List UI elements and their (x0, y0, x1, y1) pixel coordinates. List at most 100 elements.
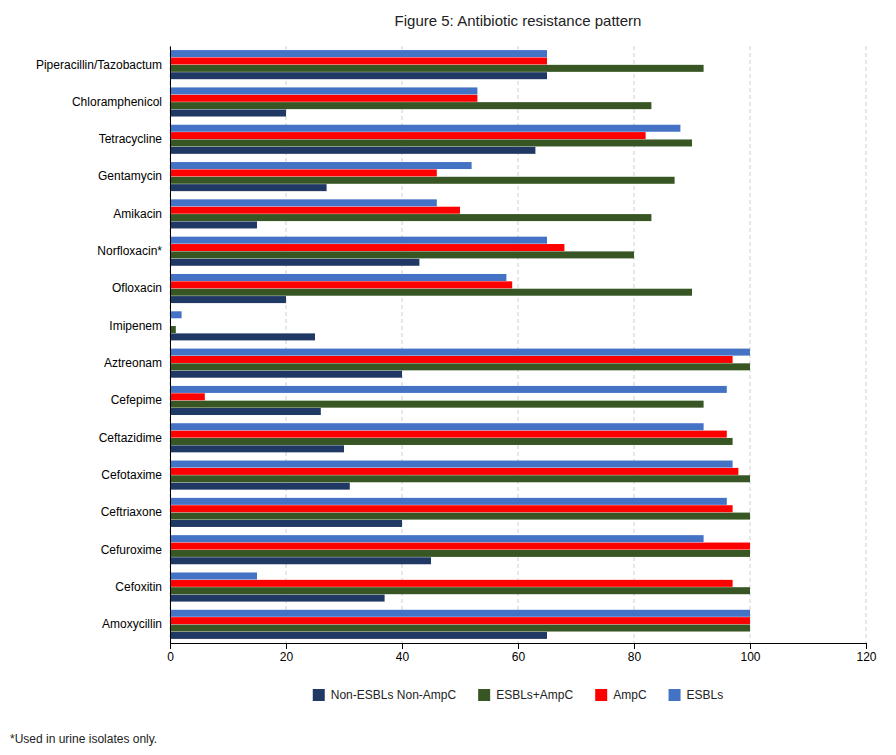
y-tick-label: Cefepime (111, 393, 163, 407)
bar (170, 102, 651, 109)
y-tick-label: Norfloxacin* (97, 244, 162, 258)
y-tick-label: Imipenem (109, 319, 162, 333)
title: Figure 5: Antibiotic resistance pattern (395, 12, 642, 29)
bar (170, 513, 750, 520)
x-tick-mark (518, 643, 519, 649)
bar (170, 311, 182, 318)
bar (170, 386, 727, 393)
x-tick-label: 40 (396, 650, 410, 664)
bar (170, 244, 564, 251)
bar (170, 184, 327, 191)
y-tick: Amoxycillin (102, 617, 170, 631)
x-tick: 80 (628, 643, 642, 664)
bar (170, 274, 506, 281)
legend-label: Non-ESBLs Non-AmpC (331, 688, 457, 702)
bar (170, 617, 750, 624)
y-tick-label: Aztreonam (104, 356, 162, 370)
bar (170, 520, 402, 527)
bar (170, 505, 733, 512)
bar (170, 625, 750, 632)
y-tick: Ofloxacin (112, 281, 170, 295)
bar (170, 535, 704, 542)
bar (170, 50, 547, 57)
bar-series (170, 65, 750, 632)
bar (170, 289, 692, 296)
y-tick-label: Piperacillin/Tazobactum (36, 57, 162, 71)
bar (170, 461, 733, 468)
bar (170, 110, 286, 117)
y-tick-label: Cefuroxime (101, 543, 163, 557)
bar (170, 356, 733, 363)
x-tick-label: 100 (740, 650, 760, 664)
legend: Non-ESBLs Non-AmpCESBLs+AmpCAmpCESBLs (313, 688, 723, 702)
x-tick: 20 (280, 643, 294, 664)
x-tick-mark (634, 643, 635, 649)
y-tick: Tetracycline (99, 132, 170, 146)
y-tick-label: Ofloxacin (112, 281, 162, 295)
y-tick-label: Cefotaxime (101, 468, 162, 482)
bar (170, 65, 704, 72)
y-tick-label: Amoxycillin (102, 617, 162, 631)
y-tick: Cefepime (111, 393, 170, 407)
y-tick: Ceftriaxone (101, 505, 170, 519)
bar (170, 543, 750, 550)
y-tick-label: Chloramphenicol (72, 95, 162, 109)
bar (170, 483, 350, 490)
bar (170, 169, 437, 176)
bar (170, 363, 750, 370)
bar (170, 125, 680, 132)
x-tick-mark (286, 643, 287, 649)
y-tick: Piperacillin/Tazobactum (36, 57, 170, 71)
y-tick-label: Ceftriaxone (101, 505, 163, 519)
x-tick-label: 80 (628, 650, 642, 664)
bar (170, 199, 437, 206)
x-tick-label: 0 (167, 650, 174, 664)
bar (170, 95, 477, 102)
legend-swatch (478, 689, 490, 701)
bar (170, 498, 727, 505)
bar (170, 162, 472, 169)
legend-label: ESBLs (687, 688, 724, 702)
y-tick: Norfloxacin* (97, 244, 170, 258)
y-axis: Piperacillin/Tazobactum Chloramphenicol Te… (36, 47, 171, 644)
bar (170, 393, 205, 400)
bar (170, 281, 512, 288)
y-tick: Chloramphenicol (72, 95, 170, 109)
chart-svg: 020406080100120Piperacillin/TazobactumCh… (0, 0, 896, 755)
x-tick-mark (866, 643, 867, 649)
legend-item: ESBLs (669, 688, 724, 702)
y-tick: Ceftazidime (99, 431, 170, 445)
y-tick-label: Gentamycin (98, 169, 162, 183)
bars (170, 50, 750, 639)
chart-container: 020406080100120Piperacillin/TazobactumCh… (0, 0, 896, 755)
x-axis: 020406080100120 (167, 643, 877, 664)
bar (170, 207, 460, 214)
bar (170, 587, 750, 594)
bar (170, 139, 692, 146)
legend-label: AmpC (613, 688, 647, 702)
grid-line (866, 46, 867, 643)
bar (170, 72, 547, 79)
bar (170, 572, 257, 579)
bar-series (170, 57, 750, 624)
x-tick-mark (750, 643, 751, 649)
grid-line (170, 46, 171, 643)
y-tick: Cefotaxime (101, 468, 170, 482)
bar (170, 475, 750, 482)
y-axis-line (170, 47, 171, 644)
y-tick: Imipenem (109, 319, 170, 333)
bar (170, 237, 547, 244)
bar (170, 349, 750, 356)
bar (170, 296, 286, 303)
grid (170, 46, 866, 643)
x-axis-line (171, 644, 867, 650)
x-tick: 100 (740, 643, 760, 664)
legend-item: AmpC (595, 688, 647, 702)
x-tick-label: 120 (856, 650, 876, 664)
bar (170, 221, 257, 228)
bar (170, 371, 402, 378)
x-tick: 120 (856, 643, 876, 664)
plot: 020406080100120Piperacillin/TazobactumCh… (36, 46, 877, 664)
bar (170, 468, 738, 475)
legend-swatch (313, 689, 325, 701)
